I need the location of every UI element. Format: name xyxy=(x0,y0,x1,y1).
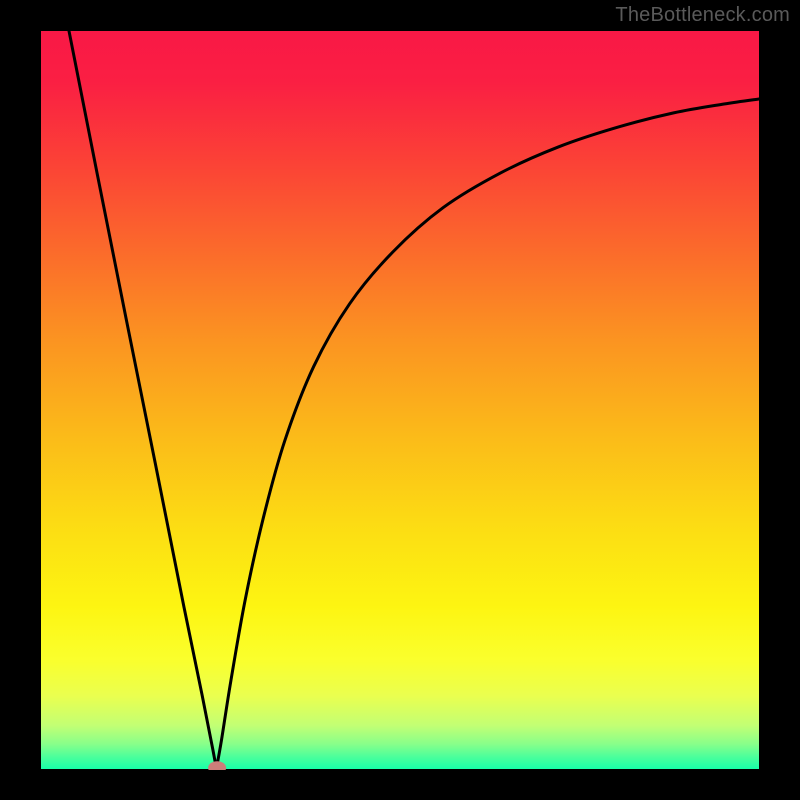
plot-background xyxy=(40,30,760,770)
chart-container: TheBottleneck.com xyxy=(0,0,800,800)
attribution-text: TheBottleneck.com xyxy=(615,4,790,27)
chart-svg xyxy=(0,0,800,800)
